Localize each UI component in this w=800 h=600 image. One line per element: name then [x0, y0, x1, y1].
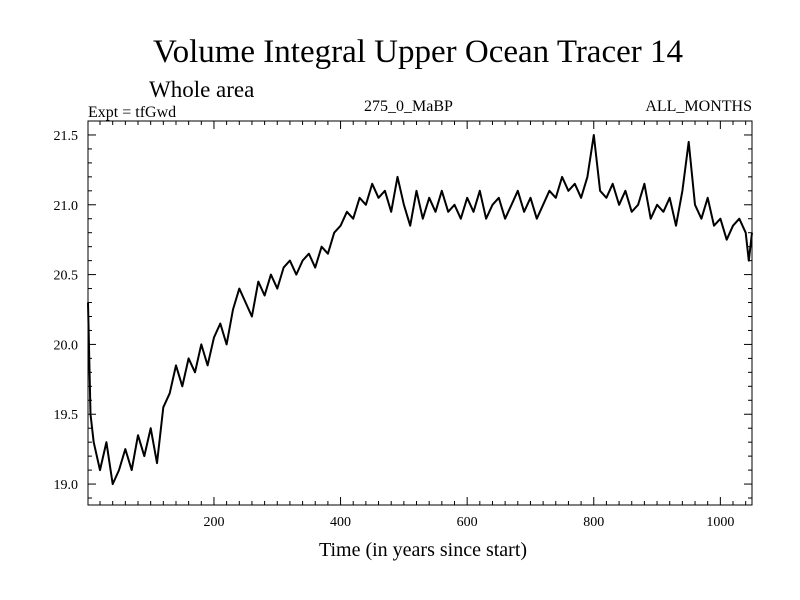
- plot-area: 200 400 600 800 1000 19.0 19.5 20.0 20.5 21.0 21.5: [54, 120, 753, 530]
- chart-title: Volume Integral Upper Ocean Tracer 14: [153, 34, 683, 70]
- x-tick-label: 200: [203, 515, 224, 530]
- x-tick-label: 800: [583, 515, 604, 530]
- x-tick-label: 400: [330, 515, 351, 530]
- chart-subtitle: Whole area: [149, 77, 254, 102]
- series-line-tfGwd: [87, 134, 753, 486]
- y-tick-label: 21.5: [54, 129, 79, 144]
- x-tick-label: 1000: [706, 515, 734, 530]
- y-tick-label: 19.5: [54, 408, 79, 423]
- x-axis-label: Time (in years since start): [319, 539, 527, 561]
- y-tick-label: 20.0: [54, 338, 79, 353]
- plot-frame: [87, 120, 753, 506]
- x-tick-label: 600: [457, 515, 478, 530]
- experiment-label: Expt = tfGwd: [88, 104, 176, 121]
- y-tick-label: 21.0: [54, 199, 79, 214]
- y-tick-label: 20.5: [54, 269, 79, 284]
- season-label: ALL_MONTHS: [645, 98, 752, 115]
- period-label: 275_0_MaBP: [364, 98, 453, 115]
- y-tick-label: 19.0: [54, 478, 79, 493]
